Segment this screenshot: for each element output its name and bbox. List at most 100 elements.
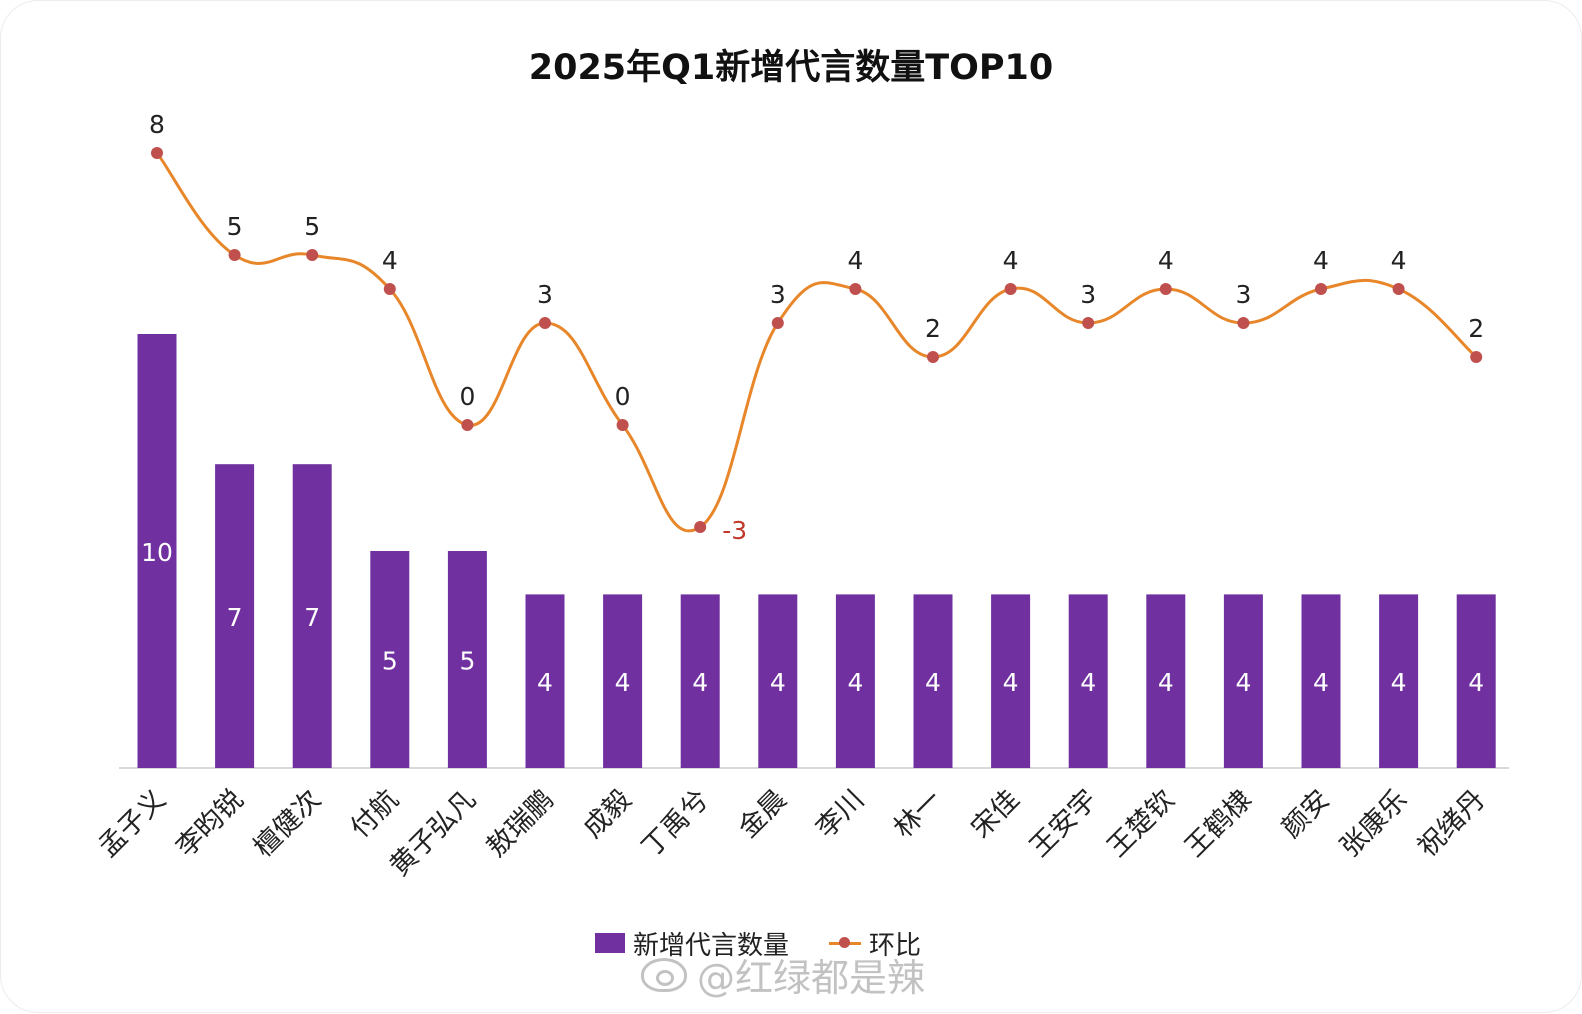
bar-data-label: 4: [1080, 668, 1096, 697]
line-data-label: 2: [925, 314, 941, 343]
line-data-label: 3: [1080, 280, 1096, 309]
bar-data-label: 4: [537, 668, 553, 697]
bar-data-label: 4: [1468, 668, 1484, 697]
bar-data-label: 4: [1158, 668, 1174, 697]
bar-data-label: 5: [382, 647, 398, 676]
bar: [292, 464, 332, 768]
x-tick-label: 敖瑞鹏: [481, 784, 560, 863]
x-tick-label: 檀健次: [248, 784, 327, 863]
bar-data-label: 10: [141, 538, 173, 567]
legend-item-line[interactable]: 环比: [829, 925, 921, 962]
legend: 新增代言数量 环比: [595, 923, 961, 963]
line-point: [1237, 317, 1250, 329]
line-point: [383, 283, 396, 295]
line-point: [1082, 317, 1095, 329]
line-point: [461, 419, 474, 431]
bar: [991, 594, 1031, 768]
bar-data-label: 4: [925, 668, 941, 697]
line-point: [616, 419, 629, 431]
line-point: [306, 249, 319, 261]
x-tick-label: 王鹤棣: [1179, 784, 1258, 863]
line-point: [228, 249, 241, 261]
bar-data-label: 4: [615, 668, 631, 697]
bar-data-label: 4: [1235, 668, 1251, 697]
bar: [370, 551, 410, 768]
x-tick-label: 付航: [345, 784, 405, 844]
bar: [913, 594, 953, 768]
x-tick-label: 成毅: [577, 784, 637, 844]
legend-line-label: 环比: [869, 930, 922, 961]
x-tick-label: 张康乐: [1334, 784, 1413, 863]
line-data-label: 4: [1391, 246, 1407, 275]
line-data-label: -3: [722, 516, 747, 545]
line-data-label: 0: [615, 382, 631, 411]
x-tick-label: 祝绪丹: [1412, 784, 1491, 863]
line-point: [539, 317, 551, 329]
legend-line-swatch: [829, 933, 862, 953]
bar: [137, 334, 177, 768]
line-point: [849, 283, 862, 295]
line-point: [151, 147, 163, 159]
line-data-label: 2: [1468, 314, 1484, 343]
bar: [215, 464, 255, 768]
bar: [1146, 594, 1186, 768]
bar: [1068, 594, 1108, 768]
bar: [1456, 594, 1496, 768]
bar-data-label: 4: [770, 668, 786, 697]
bar: [447, 551, 487, 768]
x-tick-label: 林一: [888, 784, 948, 844]
bar: [1301, 594, 1341, 768]
bar-data-label: 7: [304, 603, 320, 632]
line-data-label: 5: [227, 212, 243, 241]
bar-data-label: 4: [847, 668, 863, 697]
line-data-label: 0: [459, 382, 475, 411]
x-tick-label: 李昀锐: [170, 784, 249, 863]
line-data-label: 4: [1158, 246, 1174, 275]
line-data-label: 3: [537, 280, 553, 309]
line-point: [1159, 283, 1172, 295]
bar-data-label: 4: [1391, 668, 1407, 697]
x-tick-label: 丁禹兮: [636, 784, 715, 863]
legend-item-bar[interactable]: 新增代言数量: [595, 925, 789, 962]
bar: [603, 594, 643, 768]
x-tick-label: 李川: [810, 784, 870, 844]
bar-data-label: 4: [1313, 668, 1329, 697]
line-data-label: 8: [149, 110, 165, 139]
line-data-label: 3: [1235, 280, 1251, 309]
legend-bar-swatch: [595, 933, 625, 953]
line-point: [1470, 351, 1483, 363]
bar: [1223, 594, 1263, 768]
line-point: [1004, 283, 1017, 295]
line-data-label: 4: [1003, 246, 1019, 275]
bar-data-label: 4: [692, 668, 708, 697]
x-tick-label: 金晨: [733, 784, 793, 844]
line-point: [694, 521, 707, 533]
x-tick-label: 宋佳: [965, 784, 1025, 844]
bar: [835, 594, 875, 768]
x-tick-label: 王安宇: [1024, 784, 1103, 863]
chart-title: 2025年Q1新增代言数量TOP10: [528, 48, 1054, 88]
legend-bar-label: 新增代言数量: [633, 930, 790, 961]
bar: [758, 594, 798, 768]
bar-data-label: 7: [227, 603, 243, 632]
line-point: [771, 317, 784, 329]
bar-data-label: 5: [459, 647, 475, 676]
bar: [680, 594, 720, 768]
line-point: [1315, 283, 1327, 295]
bar: [525, 594, 565, 768]
bar: [1379, 594, 1419, 768]
line-data-label: 3: [770, 280, 786, 309]
weibo-logo-icon: [641, 957, 687, 992]
line-data-label: 5: [304, 212, 320, 241]
line-point: [927, 351, 939, 363]
line-data-label: 4: [382, 246, 398, 275]
x-tick-label: 黄子弘凡: [384, 784, 482, 882]
watermark-text: @红绿都是辣: [697, 956, 926, 1000]
bar-data-label: 4: [1003, 668, 1019, 697]
series-line: [155, 152, 1478, 533]
line-data-label: 4: [847, 246, 863, 275]
x-tick-label: 孟子义: [93, 784, 172, 863]
x-tick-label: 王楚钦: [1102, 784, 1181, 863]
x-tick-label: 颜安: [1276, 784, 1336, 844]
